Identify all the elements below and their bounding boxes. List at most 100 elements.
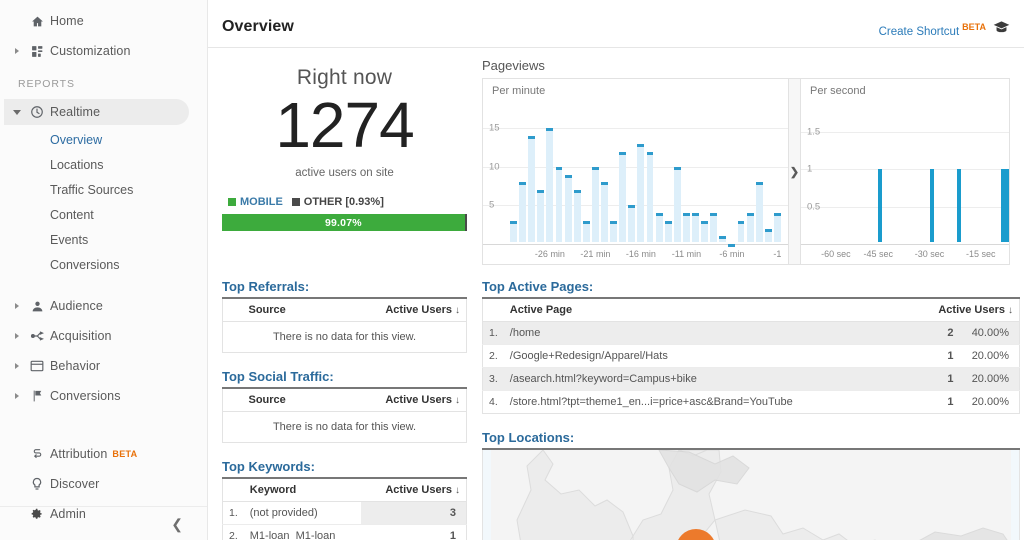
page-cell[interactable]: /home bbox=[503, 321, 920, 345]
bar[interactable] bbox=[1004, 169, 1009, 242]
table-row[interactable]: 1. (not provided) 3 bbox=[222, 501, 467, 525]
sidebar-item-behavior[interactable]: Behavior bbox=[0, 351, 207, 381]
sidebar-item-admin[interactable]: Admin bbox=[0, 499, 207, 529]
page-cell[interactable]: /asearch.html?keyword=Campus+bike bbox=[503, 367, 920, 391]
bar[interactable] bbox=[528, 136, 536, 242]
expand-arrow-icon[interactable] bbox=[10, 351, 24, 381]
sidebar-item-customization[interactable]: Customization bbox=[0, 36, 207, 66]
keyword-cell[interactable]: M1-loan_M1-loan bbox=[249, 530, 336, 540]
expand-arrow-placeholder bbox=[10, 469, 24, 499]
flag-icon bbox=[24, 389, 50, 403]
bar[interactable] bbox=[637, 143, 645, 242]
bar[interactable] bbox=[510, 220, 517, 242]
keyword-cell[interactable]: (not provided) bbox=[243, 501, 362, 525]
sidebar-item-traffic-sources[interactable]: Traffic Sources bbox=[0, 177, 207, 202]
keyword-header[interactable]: Keyword bbox=[243, 479, 362, 502]
table-header-row: Source Active Users ↓ bbox=[222, 299, 467, 322]
bar[interactable] bbox=[701, 220, 709, 242]
bar[interactable] bbox=[737, 220, 745, 242]
bar[interactable] bbox=[591, 166, 599, 242]
gridline bbox=[483, 128, 788, 130]
bar[interactable] bbox=[655, 213, 663, 242]
sidebar-item-locations[interactable]: Locations bbox=[0, 152, 207, 177]
table-row[interactable]: 2. M1-loan_M1-loan 1 bbox=[223, 525, 467, 540]
bar[interactable] bbox=[601, 182, 608, 242]
sidebar-item-events[interactable]: Events bbox=[0, 227, 207, 252]
table-row[interactable]: 1. /home 2 40.00% bbox=[482, 321, 1020, 345]
sidebar-item-overview[interactable]: Overview bbox=[0, 127, 207, 152]
sidebar-item-home[interactable]: Home bbox=[0, 6, 207, 36]
table-row[interactable]: 4. /store.html?tpt=theme1_en...i=price+a… bbox=[483, 391, 1020, 414]
bar[interactable] bbox=[664, 220, 672, 242]
table-row: There is no data for this view. bbox=[223, 412, 467, 443]
bar-cap bbox=[701, 220, 709, 224]
sidebar-item-conversions-realtime[interactable]: Conversions bbox=[0, 252, 207, 277]
collapse-arrow-icon[interactable] bbox=[10, 97, 24, 127]
bar[interactable] bbox=[628, 205, 636, 242]
top-locations-title: Top Locations: bbox=[482, 430, 1020, 450]
sidebar-item-attribution[interactable]: Attribution BETA bbox=[0, 439, 207, 469]
sidebar-item-conversions[interactable]: Conversions bbox=[0, 381, 207, 411]
legend-item-other[interactable]: OTHER [0.93%] bbox=[291, 196, 384, 208]
bar[interactable] bbox=[646, 151, 654, 242]
bar[interactable] bbox=[519, 182, 527, 242]
active-users-header[interactable]: Active Users ↓ bbox=[361, 479, 467, 502]
bar[interactable] bbox=[564, 174, 572, 242]
sidebar-item-label: Acquisition bbox=[50, 329, 112, 343]
table-row[interactable]: 2. /Google+Redesign/Apparel/Hats 1 20.00… bbox=[482, 344, 1020, 368]
active-users-header[interactable]: Active Users ↓ bbox=[323, 389, 467, 412]
bar[interactable] bbox=[610, 220, 618, 242]
bar[interactable] bbox=[692, 213, 699, 242]
active-page-header[interactable]: Active Page bbox=[503, 299, 920, 322]
bar[interactable] bbox=[773, 213, 781, 242]
bar[interactable] bbox=[764, 228, 772, 242]
bar[interactable] bbox=[755, 182, 763, 242]
bar[interactable] bbox=[746, 213, 754, 242]
source-header[interactable]: Source bbox=[242, 389, 324, 412]
create-shortcut-button[interactable]: Create Shortcut BETA bbox=[879, 22, 986, 38]
bar[interactable] bbox=[878, 169, 883, 242]
per-second-plot[interactable]: 0.5 1 1.5 -60 sec -45 sec -30 sec -15 sec bbox=[801, 79, 1009, 264]
bar[interactable] bbox=[555, 166, 563, 242]
chevron-left-icon[interactable]: ❮ bbox=[171, 515, 183, 532]
percent-cell: 40.00% bbox=[963, 321, 1020, 345]
x-axis-tick: -6 min bbox=[719, 249, 745, 259]
bar[interactable] bbox=[537, 190, 545, 242]
bar[interactable] bbox=[719, 236, 727, 242]
sidebar-item-realtime[interactable]: Realtime bbox=[0, 97, 207, 127]
sidebar-item-audience[interactable]: Audience bbox=[0, 291, 207, 321]
expand-arrow-icon[interactable] bbox=[10, 321, 24, 351]
bar[interactable] bbox=[710, 213, 718, 242]
bar[interactable] bbox=[619, 151, 627, 242]
expand-arrow-icon[interactable] bbox=[10, 36, 24, 66]
top-locations-map[interactable] bbox=[482, 450, 1020, 540]
sidebar-item-discover[interactable]: Discover bbox=[0, 469, 207, 499]
legend-item-mobile[interactable]: MOBILE bbox=[228, 196, 283, 208]
chevron-right-icon[interactable]: ❯ bbox=[789, 166, 800, 178]
sort-desc-arrow[interactable]: ↓ bbox=[455, 305, 460, 316]
bar[interactable] bbox=[929, 169, 934, 242]
bar[interactable] bbox=[956, 169, 961, 242]
sidebar-item-acquisition[interactable]: Acquisition bbox=[0, 321, 207, 351]
active-users-header[interactable]: Active Users ↓ bbox=[919, 299, 1020, 322]
page-cell[interactable]: /store.html?tpt=theme1_en...i=price+asc&… bbox=[509, 396, 793, 408]
table-row[interactable]: 3. /asearch.html?keyword=Campus+bike 1 2… bbox=[482, 367, 1020, 391]
expand-arrow-icon[interactable] bbox=[10, 291, 24, 321]
per-minute-plot[interactable]: 5 10 15 -26 min -21 min -16 min -11 min -6 min -… bbox=[483, 79, 788, 264]
bar[interactable] bbox=[673, 166, 681, 242]
bar[interactable] bbox=[1001, 169, 1006, 242]
bar[interactable] bbox=[582, 220, 590, 242]
bar[interactable] bbox=[546, 128, 554, 242]
bar-cap bbox=[519, 182, 527, 186]
page-cell[interactable]: /Google+Redesign/Apparel/Hats bbox=[503, 344, 920, 368]
graduation-cap-icon[interactable] bbox=[993, 20, 1010, 39]
sort-desc-arrow[interactable]: ↓ bbox=[455, 395, 460, 406]
expand-arrow-icon[interactable] bbox=[10, 381, 24, 411]
sort-desc-arrow[interactable]: ↓ bbox=[455, 485, 460, 496]
sort-desc-arrow[interactable]: ↓ bbox=[1008, 305, 1013, 316]
bar[interactable] bbox=[682, 213, 690, 242]
active-users-header[interactable]: Active Users ↓ bbox=[323, 299, 467, 322]
sidebar-item-content[interactable]: Content bbox=[0, 202, 207, 227]
source-header[interactable]: Source bbox=[242, 299, 324, 322]
bar[interactable] bbox=[573, 190, 581, 242]
